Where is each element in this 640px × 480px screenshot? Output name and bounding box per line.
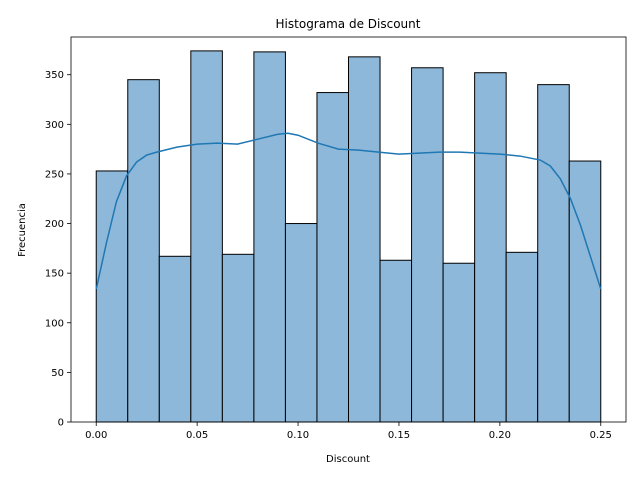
x-axis-label: Discount [326, 454, 370, 465]
x-tick-label: 0.25 [590, 430, 612, 441]
x-tick-label: 0.00 [85, 430, 107, 441]
histogram-bar [348, 56, 381, 423]
y-tick-label: 350 [45, 70, 64, 81]
plot-frame [70, 36, 627, 423]
x-axis: 0.00 0.05 0.10 0.15 0.20 0.25 [85, 422, 612, 441]
histogram-bar [221, 253, 255, 423]
chart-title: Histograma de Discount [276, 17, 421, 31]
y-tick-label: 50 [51, 368, 64, 379]
histogram-bar [537, 84, 570, 423]
bars-group [95, 50, 602, 423]
histogram-bar [568, 160, 602, 423]
histogram-bar [505, 251, 539, 423]
histogram-bar [442, 262, 476, 423]
x-tick-label: 0.15 [388, 430, 410, 441]
kde-line [95, 132, 602, 290]
histogram-bar [474, 72, 507, 423]
y-tick-label: 300 [45, 120, 64, 131]
y-tick-label: 150 [45, 269, 64, 280]
y-tick-label: 100 [45, 318, 64, 329]
histogram-bar [127, 79, 160, 423]
y-axis: 0 50 100 150 200 250 300 350 [45, 70, 71, 429]
histogram-bar [316, 92, 350, 423]
x-tick-label: 0.10 [287, 430, 309, 441]
histogram-bar [158, 255, 192, 423]
x-tick-label: 0.05 [186, 430, 208, 441]
histogram-bar [284, 223, 318, 423]
y-tick-label: 0 [58, 418, 64, 429]
histogram-bar [379, 259, 413, 423]
histogram-bar [190, 50, 223, 423]
histogram-bar [411, 67, 444, 423]
x-tick-label: 0.20 [489, 430, 511, 441]
histogram-bar [253, 51, 286, 423]
y-axis-label: Frecuencia [17, 203, 28, 257]
histogram-bar [95, 170, 129, 423]
y-tick-label: 250 [45, 169, 64, 180]
y-tick-label: 200 [45, 219, 64, 230]
